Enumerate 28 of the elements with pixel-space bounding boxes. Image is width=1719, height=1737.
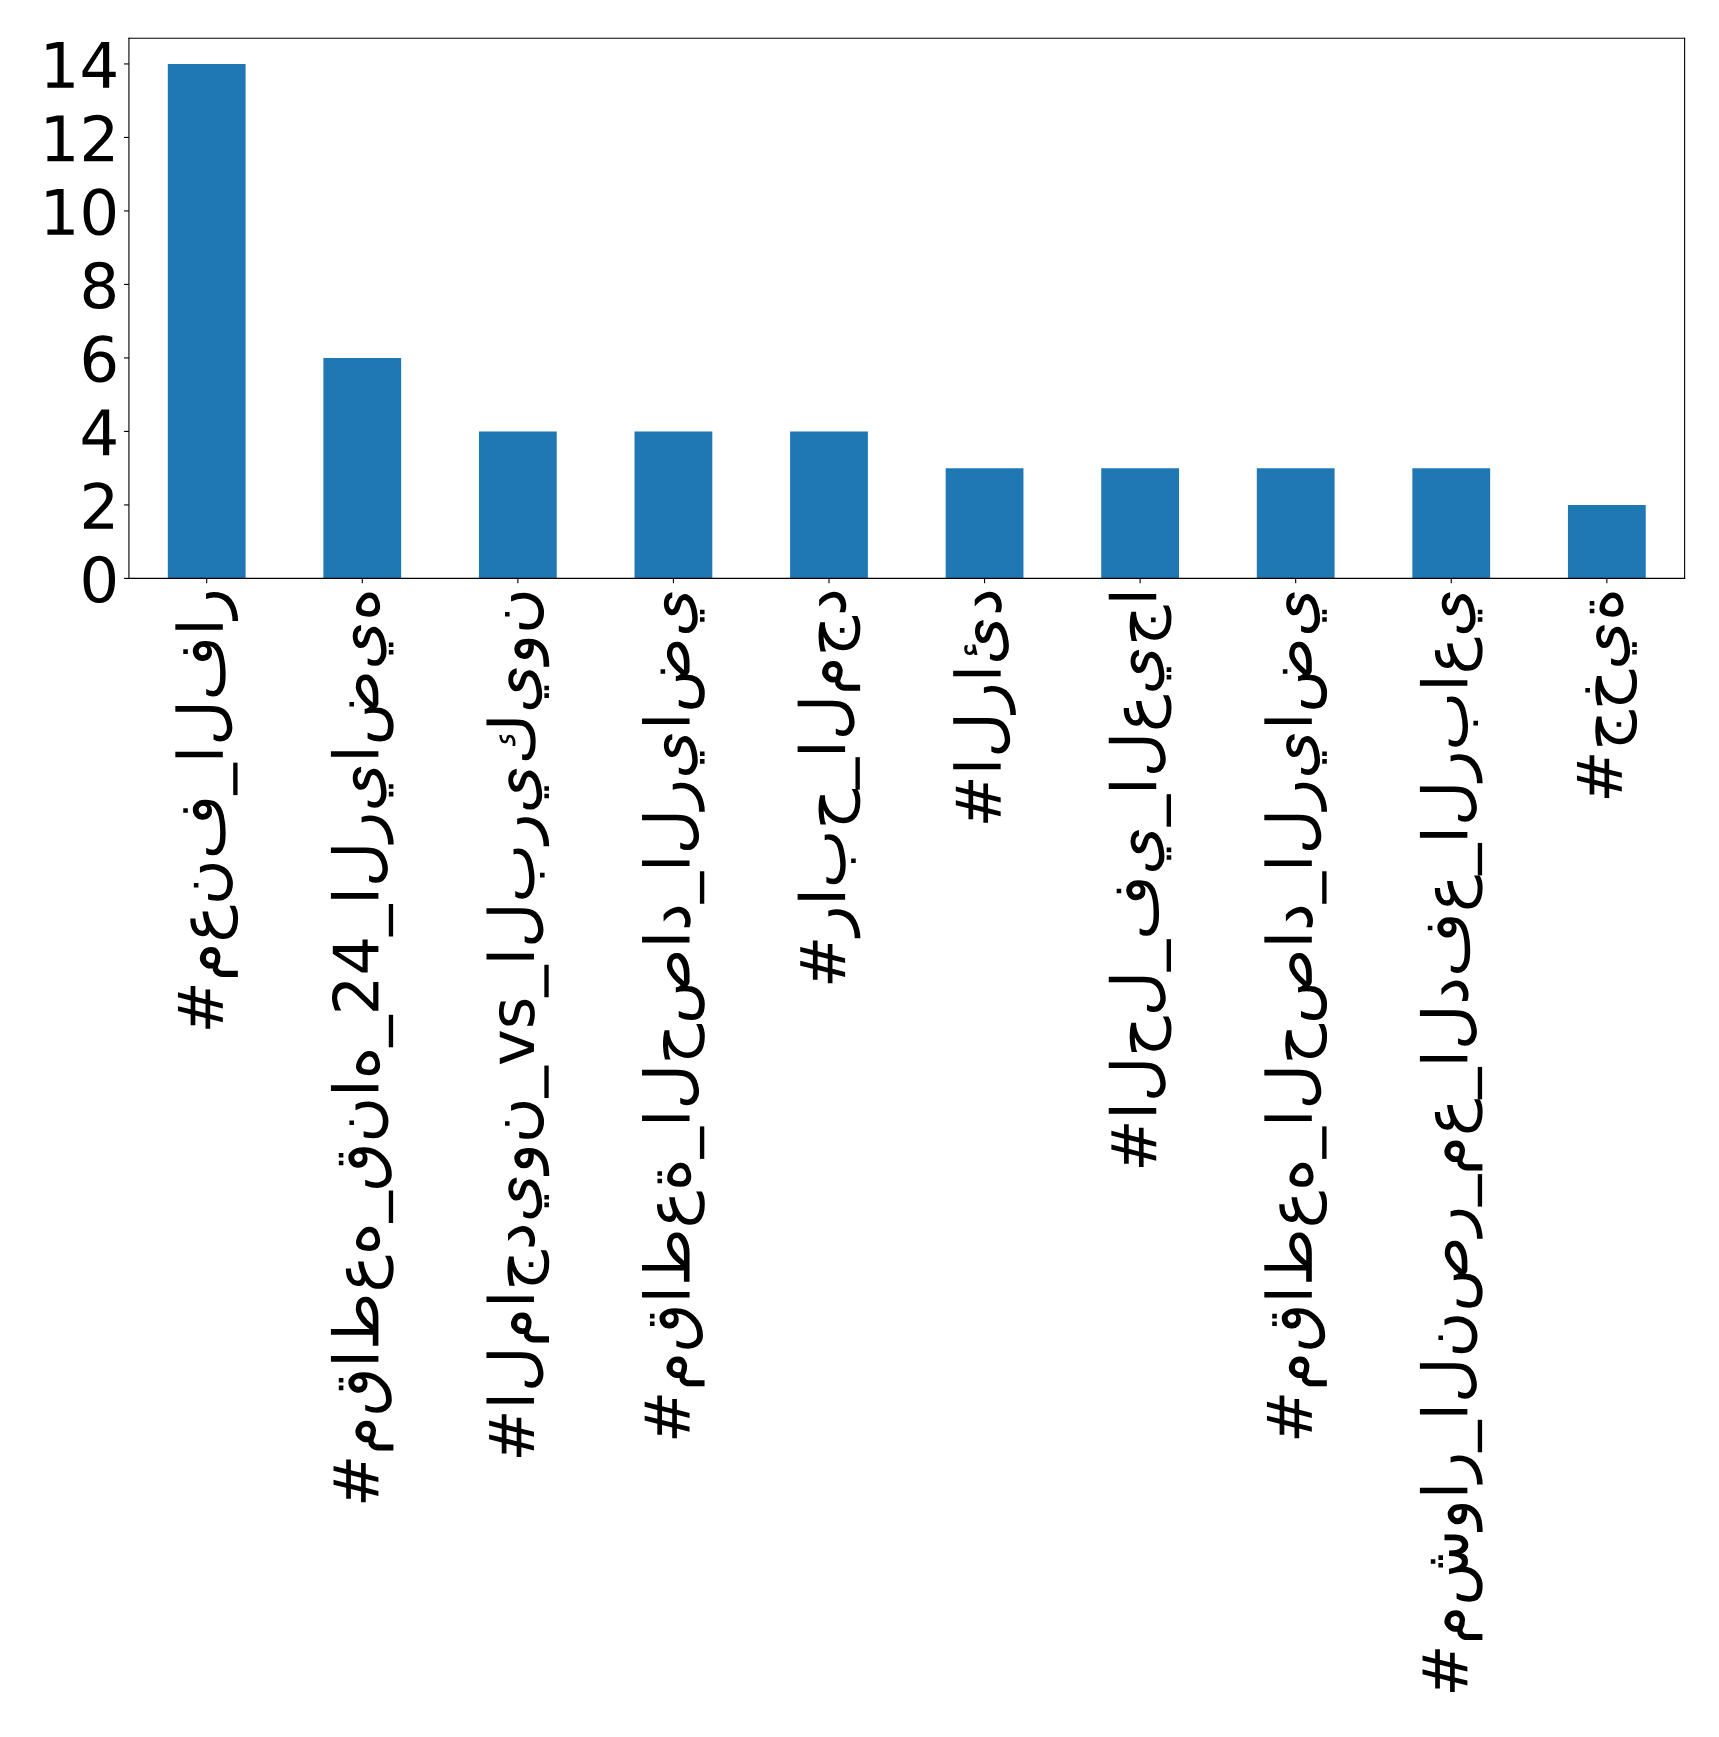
x-tick-label: #مشوار_النصر_مع_الدفع_الرباعي xyxy=(1419,592,1483,1692)
y-tick-label: 8 xyxy=(83,261,115,310)
y-tick-label: 2 xyxy=(84,482,113,529)
bar xyxy=(323,357,402,579)
x-tick-label: #مقاطعة_الحصاد_الرياضي xyxy=(642,592,705,1439)
y-tick-label: 6 xyxy=(83,335,116,383)
y-tick-label: 10 xyxy=(46,188,116,236)
y-tick-label: 14 xyxy=(46,42,116,88)
x-tick-label: #معنف_الفار xyxy=(175,591,239,1029)
x-tick-label: #الرائد xyxy=(953,591,1016,823)
y-tick-label: 12 xyxy=(46,114,113,162)
x-tick-label: #رابح_المجد xyxy=(797,591,861,984)
bar xyxy=(790,431,868,579)
x-tick-label: #جخية xyxy=(1576,592,1638,799)
x-tick-label: #الماجديون_vs_البريكيون xyxy=(486,592,550,1457)
bar xyxy=(1101,468,1180,579)
x-tick-label: #مقاطعه_قناه_24_الرياضيه xyxy=(330,592,394,1503)
bar xyxy=(1256,468,1335,579)
bar xyxy=(167,63,246,579)
x-tick-label: #مقاطعه_الحصاد_الرياضي xyxy=(1264,592,1328,1439)
bar xyxy=(1412,468,1491,579)
bar xyxy=(478,431,557,579)
x-tick-label: #الحل_في_العيجا xyxy=(1108,593,1172,1168)
y-tick-label: 4 xyxy=(82,409,116,456)
bar xyxy=(1567,504,1646,579)
y-tick-label: 0 xyxy=(83,555,116,604)
bar xyxy=(634,431,713,579)
bar xyxy=(945,468,1024,579)
